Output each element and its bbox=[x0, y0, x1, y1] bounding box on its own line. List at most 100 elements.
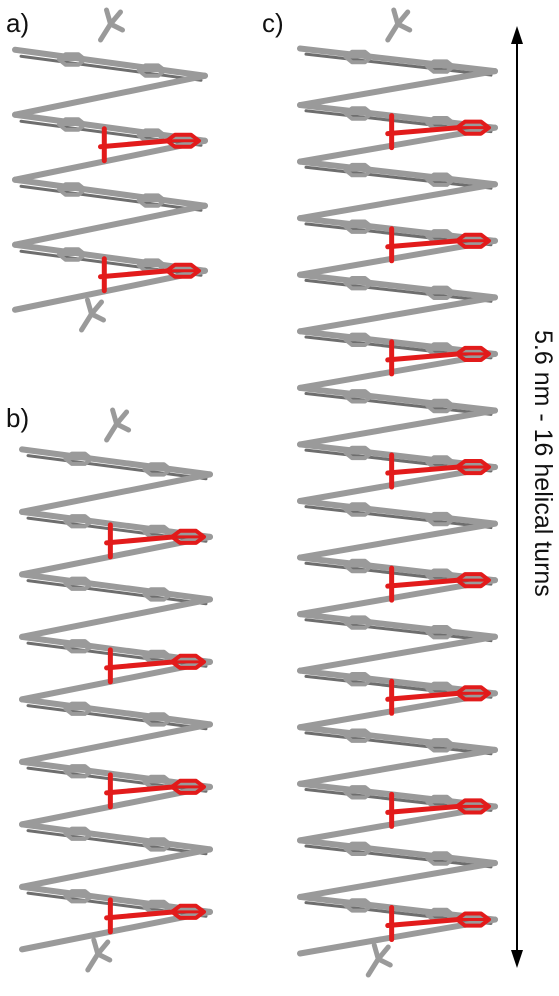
a-ring bbox=[57, 182, 87, 197]
c-highlight-unit-1 bbox=[385, 113, 491, 151]
b-highlight-ring bbox=[170, 653, 206, 670]
c-highlight-unit-7 bbox=[385, 791, 491, 829]
c-ring bbox=[343, 785, 374, 800]
length-arrow bbox=[511, 26, 523, 968]
c-ring bbox=[425, 738, 456, 753]
b-highlight-ring bbox=[170, 778, 206, 795]
b-ring bbox=[63, 451, 94, 466]
c-turn-11 bbox=[297, 611, 498, 674]
c-highlight-unit-8 bbox=[385, 905, 491, 943]
c-ring bbox=[425, 398, 456, 414]
a-ring bbox=[57, 117, 87, 132]
b-ring bbox=[63, 764, 94, 779]
a-ring bbox=[136, 63, 167, 78]
helix-model-a bbox=[12, 7, 208, 333]
c-highlight-ring bbox=[455, 345, 491, 362]
c-turn-3 bbox=[297, 158, 498, 222]
helix-length-label: 5.6 nm - 16 helical turns bbox=[529, 330, 557, 597]
b-ring bbox=[142, 462, 173, 477]
c-highlight-ring bbox=[455, 232, 491, 249]
b-ring bbox=[63, 514, 94, 529]
c-ring bbox=[425, 285, 456, 300]
c-ring bbox=[425, 625, 456, 640]
c-ring bbox=[343, 898, 374, 913]
c-ring bbox=[343, 841, 374, 856]
panel-label-c: c) bbox=[262, 8, 284, 38]
b-ring bbox=[142, 837, 173, 852]
arrow-head-top bbox=[511, 26, 523, 44]
a-bottom-cap bbox=[79, 297, 106, 333]
a-highlight-ring bbox=[165, 262, 201, 279]
c-highlight-unit-2 bbox=[385, 226, 491, 264]
b-turn-7 bbox=[19, 821, 213, 890]
c-ring bbox=[343, 49, 374, 65]
a-highlight-ring bbox=[165, 132, 201, 149]
c-turn-5 bbox=[297, 271, 498, 335]
b-bottom-cap bbox=[85, 937, 113, 973]
c-turn-1 bbox=[297, 45, 498, 109]
panel-label-b: b) bbox=[6, 403, 30, 433]
b-ring bbox=[142, 712, 173, 727]
c-highlight-ring bbox=[455, 911, 491, 928]
b-ring bbox=[63, 826, 94, 841]
c-ring bbox=[425, 851, 456, 866]
panel-label-a: a) bbox=[6, 8, 30, 38]
c-ring bbox=[343, 502, 374, 517]
c-ring bbox=[343, 219, 374, 234]
c-highlight-unit-6 bbox=[385, 678, 491, 716]
c-turn-7 bbox=[297, 384, 498, 448]
c-ring bbox=[343, 332, 374, 347]
c-ring bbox=[343, 276, 374, 291]
c-highlight-ring bbox=[455, 572, 491, 589]
b-turn-3 bbox=[19, 571, 213, 640]
a-turn-1 bbox=[12, 46, 208, 118]
b-turn-1 bbox=[19, 446, 213, 515]
c-ring bbox=[343, 728, 374, 743]
b-highlight-ring bbox=[170, 903, 206, 920]
b-highlight-unit-4 bbox=[104, 897, 206, 935]
c-ring bbox=[425, 511, 456, 527]
arrow-head-bottom bbox=[511, 950, 523, 968]
b-highlight-unit-2 bbox=[104, 647, 206, 685]
c-turn-9 bbox=[297, 497, 498, 561]
b-ring bbox=[63, 889, 94, 904]
b-ring bbox=[63, 639, 94, 654]
a-ring bbox=[57, 247, 87, 262]
c-highlight-unit-4 bbox=[385, 452, 491, 490]
c-ring bbox=[343, 162, 374, 178]
c-ring bbox=[425, 172, 456, 187]
b-highlight-unit-1 bbox=[104, 522, 206, 560]
c-bottom-cap bbox=[365, 942, 393, 978]
c-highlight-ring bbox=[455, 685, 491, 702]
a-top-cap bbox=[98, 7, 125, 43]
b-top-cap bbox=[104, 407, 132, 443]
c-ring bbox=[343, 672, 374, 687]
c-ring bbox=[343, 106, 374, 121]
c-ring bbox=[343, 445, 374, 461]
a-highlight-unit-1 bbox=[98, 126, 201, 164]
c-ring bbox=[425, 59, 456, 74]
c-ring bbox=[343, 558, 374, 574]
a-highlight-unit-2 bbox=[98, 256, 201, 294]
c-turn-13 bbox=[297, 724, 498, 787]
c-ring bbox=[343, 615, 374, 630]
helix-model-c bbox=[297, 7, 498, 978]
a-ring bbox=[57, 52, 87, 67]
c-highlight-ring bbox=[455, 798, 491, 815]
c-highlight-unit-5 bbox=[385, 565, 491, 603]
b-ring bbox=[142, 587, 173, 602]
b-ring bbox=[63, 576, 94, 591]
b-turn-5 bbox=[19, 696, 213, 765]
b-highlight-ring bbox=[170, 528, 206, 545]
helix-model-b bbox=[19, 407, 213, 973]
a-turn-3 bbox=[12, 176, 208, 248]
b-ring bbox=[63, 701, 94, 716]
c-ring bbox=[343, 389, 374, 404]
c-highlight-unit-3 bbox=[385, 339, 491, 377]
c-turn-15 bbox=[297, 837, 498, 900]
a-ring bbox=[136, 193, 167, 208]
c-top-cap bbox=[385, 7, 413, 43]
c-highlight-ring bbox=[455, 459, 491, 476]
b-highlight-unit-3 bbox=[104, 772, 206, 810]
